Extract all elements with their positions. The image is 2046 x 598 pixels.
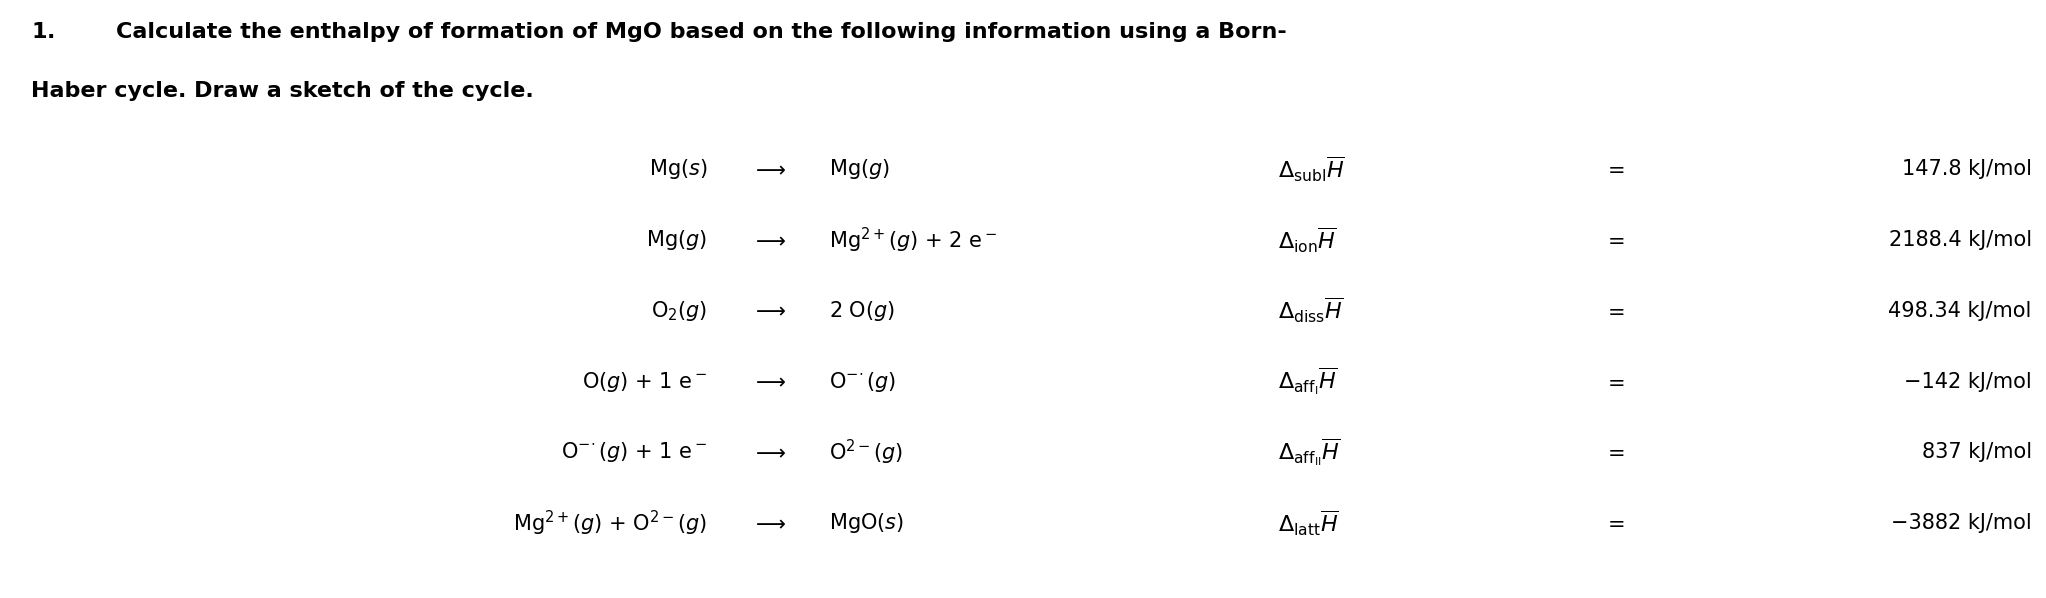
Text: $=$: $=$ [1604,230,1625,250]
Text: O$^{-\!\cdot}$($g$) + 1 e$^-$: O$^{-\!\cdot}$($g$) + 1 e$^-$ [561,440,708,464]
Text: $\Delta_{\rm latt}\overline{H}$: $\Delta_{\rm latt}\overline{H}$ [1277,508,1338,538]
Text: $\longrightarrow$: $\longrightarrow$ [751,513,786,533]
Text: O$_2$($g$): O$_2$($g$) [651,299,708,323]
Text: $\Delta_{\rm diss}\overline{H}$: $\Delta_{\rm diss}\overline{H}$ [1277,296,1342,325]
Text: $\longrightarrow$: $\longrightarrow$ [751,371,786,392]
Text: 2 O($g$): 2 O($g$) [829,299,896,323]
Text: 498.34 kJ/mol: 498.34 kJ/mol [1888,301,2032,321]
Text: O$^{-\!\cdot}$($g$): O$^{-\!\cdot}$($g$) [829,370,896,393]
Text: Calculate the enthalpy of formation of MgO based on the following information us: Calculate the enthalpy of formation of M… [117,22,1287,42]
Text: $=$: $=$ [1604,159,1625,179]
Text: $\Delta_{{\rm aff}_{\rm II}}\overline{H}$: $\Delta_{{\rm aff}_{\rm II}}\overline{H}… [1277,437,1340,468]
Text: MgO($s$): MgO($s$) [829,511,904,535]
Text: Mg($s$): Mg($s$) [649,157,708,181]
Text: Mg$^{2+}$($g$) + 2 e$^-$: Mg$^{2+}$($g$) + 2 e$^-$ [829,225,998,255]
Text: $=$: $=$ [1604,301,1625,321]
Text: Mg($g$): Mg($g$) [647,228,708,252]
Text: $=$: $=$ [1604,371,1625,392]
Text: $\longrightarrow$: $\longrightarrow$ [751,159,786,179]
Text: Haber cycle. Draw a sketch of the cycle.: Haber cycle. Draw a sketch of the cycle. [31,81,534,101]
Text: $\Delta_{{\rm aff}_{\rm I}}\overline{H}$: $\Delta_{{\rm aff}_{\rm I}}\overline{H}$ [1277,366,1336,397]
Text: $\longrightarrow$: $\longrightarrow$ [751,230,786,250]
Text: $\longrightarrow$: $\longrightarrow$ [751,301,786,321]
Text: $=$: $=$ [1604,443,1625,462]
Text: $\mathbf{1.}$: $\mathbf{1.}$ [31,22,55,42]
Text: O$^{2-}$($g$): O$^{2-}$($g$) [829,438,904,467]
Text: $\longrightarrow$: $\longrightarrow$ [751,443,786,462]
Text: 2188.4 kJ/mol: 2188.4 kJ/mol [1888,230,2032,250]
Text: $\Delta_{\rm subl}\overline{H}$: $\Delta_{\rm subl}\overline{H}$ [1277,155,1344,184]
Text: Mg$^{2+}$($g$) + O$^{2-}$($g$): Mg$^{2+}$($g$) + O$^{2-}$($g$) [514,508,708,538]
Text: 147.8 kJ/mol: 147.8 kJ/mol [1901,159,2032,179]
Text: −3882 kJ/mol: −3882 kJ/mol [1891,513,2032,533]
Text: O($g$) + 1 e$^-$: O($g$) + 1 e$^-$ [581,370,708,393]
Text: $\Delta_{\rm ion}\overline{H}$: $\Delta_{\rm ion}\overline{H}$ [1277,225,1336,255]
Text: 837 kJ/mol: 837 kJ/mol [1921,443,2032,462]
Text: Mg($g$): Mg($g$) [829,157,890,181]
Text: −142 kJ/mol: −142 kJ/mol [1905,371,2032,392]
Text: $=$: $=$ [1604,513,1625,533]
